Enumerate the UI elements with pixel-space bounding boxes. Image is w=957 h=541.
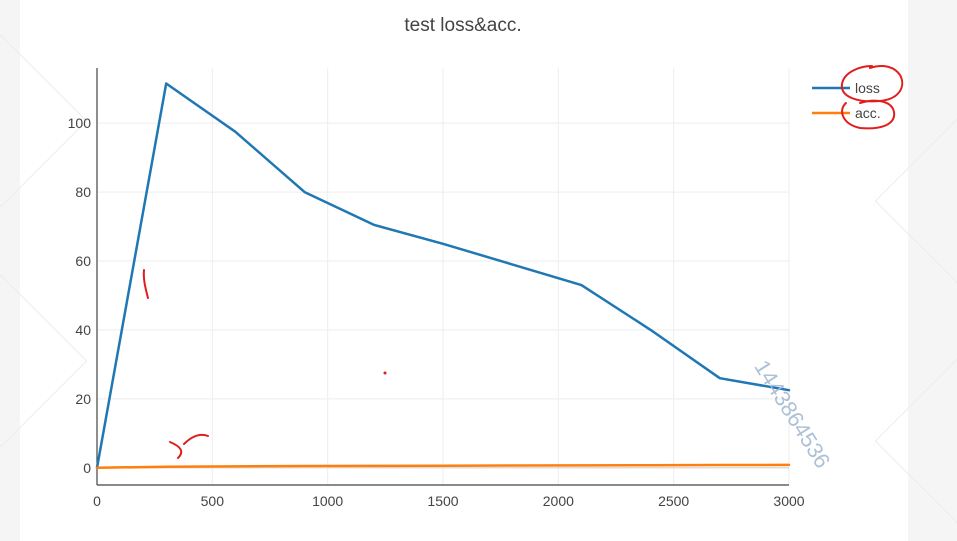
red-pen-dot: [383, 371, 387, 375]
y-tick-label: 60: [75, 253, 91, 269]
watermark-text: 1443864536: [749, 356, 835, 473]
x-tick-label: 2500: [658, 493, 689, 509]
legend-label: loss: [855, 80, 880, 96]
x-tick-label: 3000: [773, 493, 804, 509]
legend-item[interactable]: loss: [812, 80, 880, 96]
legend[interactable]: loss acc.: [812, 80, 881, 121]
x-tick-label: 1000: [312, 493, 343, 509]
y-tick-label: 20: [75, 391, 91, 407]
y-tick-label: 0: [83, 460, 91, 476]
legend-label: acc.: [855, 105, 881, 121]
y-tick-label: 80: [75, 184, 91, 200]
x-tick-label: 500: [201, 493, 225, 509]
chart-title: test loss&acc.: [404, 15, 521, 36]
handwritten-annotations: [142, 65, 904, 459]
series: [95, 82, 791, 470]
acc-circle: [841, 99, 896, 130]
grid: [97, 68, 790, 485]
axes: 0 500 1000 1500 2000 2500 3000 0 20 40 60 80 100: [68, 68, 805, 509]
y-tick-label: 100: [68, 115, 92, 131]
legend-item[interactable]: acc.: [812, 105, 881, 121]
red-pen-stroke: [169, 433, 209, 459]
x-tick-label: 1500: [427, 493, 458, 509]
series-line-acc: [95, 463, 791, 470]
x-tick-label: 2000: [543, 493, 574, 509]
chart-panel: [20, 0, 908, 541]
series-line-loss: [95, 82, 791, 470]
red-pen-stroke: [142, 269, 149, 299]
y-tick-label: 40: [75, 322, 91, 338]
x-tick-label: 0: [93, 493, 101, 509]
